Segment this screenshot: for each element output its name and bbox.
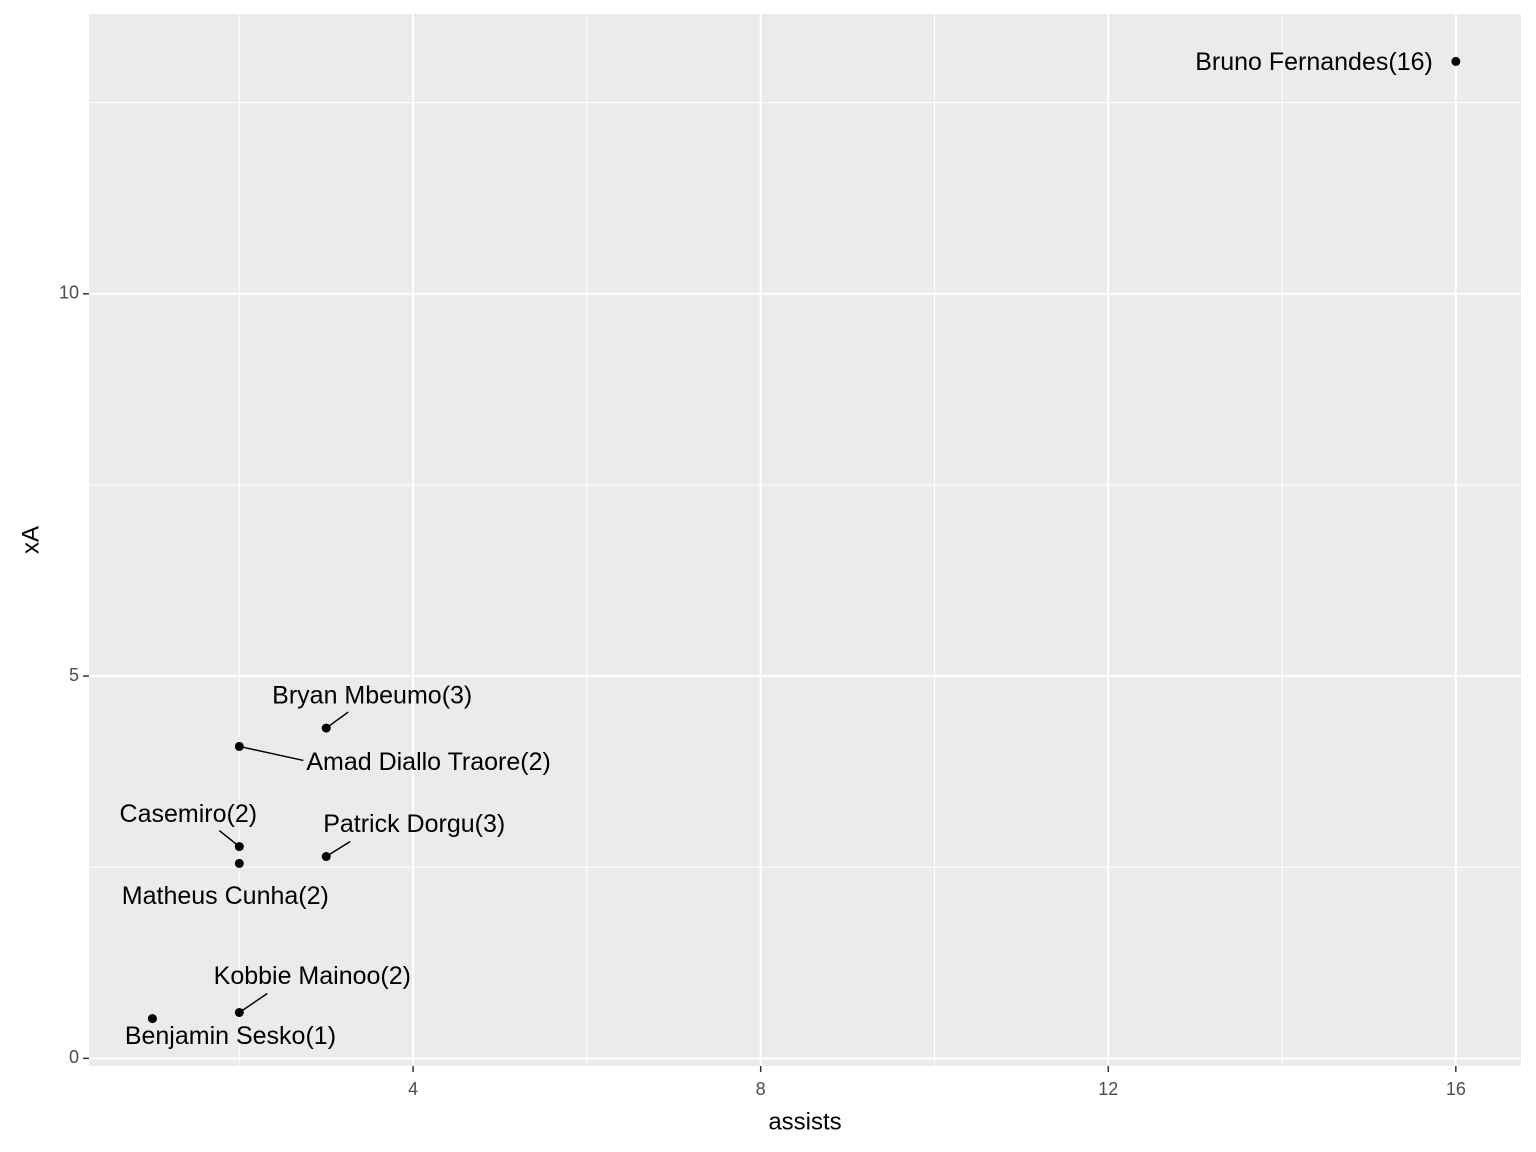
label-segment (238, 992, 268, 1014)
x-tick-label: 12 (1098, 1079, 1118, 1099)
label-segment (325, 711, 349, 729)
point (234, 842, 244, 852)
x-tick-label: 8 (756, 1079, 766, 1099)
point (234, 858, 244, 868)
point (1451, 56, 1461, 66)
y-tick-label: 0 (69, 1047, 79, 1067)
point (234, 741, 244, 751)
label-segment (239, 745, 304, 762)
label-segment (325, 840, 351, 858)
grid (89, 14, 1521, 1066)
point (321, 723, 331, 733)
point-label: Kobbie Mainoo(2) (214, 962, 411, 990)
point (234, 1007, 244, 1017)
point-label: Patrick Dorgu(3) (323, 810, 505, 838)
y-tick-label: 10 (59, 283, 79, 303)
y-axis-title: xA (17, 526, 44, 554)
y-tick-label: 5 (69, 665, 79, 685)
point-label: Matheus Cunha(2) (122, 882, 329, 910)
point (147, 1014, 157, 1024)
point (321, 852, 331, 862)
point-label: Amad Diallo Traore(2) (306, 748, 551, 776)
marks: Bruno Fernandes(16) Bryan Mbeumo(3) Amad D… (120, 48, 1461, 1050)
point-label: Benjamin Sesko(1) (125, 1022, 336, 1050)
point-label: Casemiro(2) (120, 800, 258, 828)
x-tick-label: 16 (1446, 1079, 1466, 1099)
x-tick-label: 4 (408, 1079, 418, 1099)
point-label: Bruno Fernandes(16) (1195, 48, 1433, 76)
x-axis-title: assists (768, 1108, 841, 1135)
point-label: Bryan Mbeumo(3) (272, 682, 472, 710)
